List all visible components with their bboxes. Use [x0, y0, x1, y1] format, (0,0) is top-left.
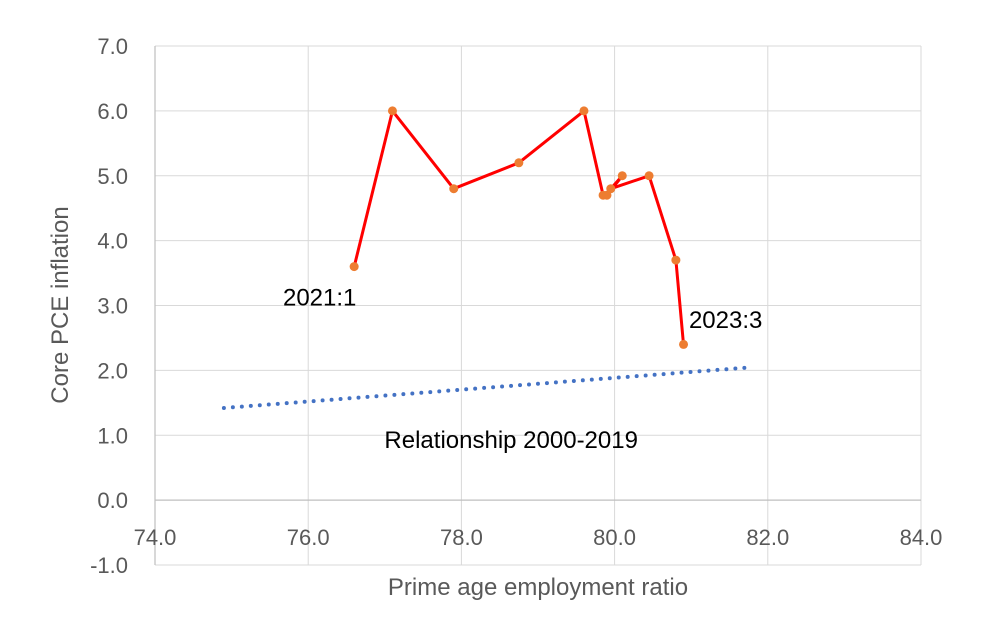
tick-labels: -1.0 0.0 1.0 2.0 3.0 4.0 5.0 6.0 7.0 74.0 76.0 78.0…: [90, 34, 942, 578]
data-point: [579, 106, 589, 116]
y-tick-label: 2.0: [97, 358, 128, 383]
data-point: [449, 184, 459, 194]
grid: [155, 45, 922, 566]
x-tick-label: 82.0: [746, 525, 789, 550]
x-tick-label: 74.0: [134, 525, 177, 550]
series-line: [352, 109, 685, 345]
series: [221, 106, 747, 410]
annotations: 2021:1 2023:3 Relationship 2000-2019: [283, 285, 762, 455]
y-tick-label: 1.0: [97, 423, 128, 448]
y-tick-label: 7.0: [97, 34, 128, 59]
data-point: [679, 339, 689, 349]
y-tick-label: 6.0: [97, 99, 128, 124]
annotation-label: 2023:3: [689, 307, 762, 334]
y-tick-label: 0.0: [97, 488, 128, 513]
x-tick-label: 80.0: [593, 525, 636, 550]
data-point: [602, 190, 612, 200]
x-tick-label: 76.0: [287, 525, 330, 550]
annotation-label: Relationship 2000-2019: [384, 427, 638, 454]
x-tick-label: 84.0: [900, 525, 943, 550]
annotation-label: 2021:1: [283, 285, 356, 312]
data-point: [617, 171, 627, 181]
x-tick-label: 78.0: [440, 525, 483, 550]
axes: [154, 46, 921, 565]
data-point: [387, 106, 397, 116]
x-axis-title: Prime age employment ratio: [388, 574, 688, 601]
data-point: [644, 171, 654, 181]
data-point: [606, 184, 616, 194]
y-tick-label: 5.0: [97, 164, 128, 189]
data-point: [514, 158, 524, 168]
trendline-relationship-2000-2019: [221, 365, 747, 410]
y-tick-label: -1.0: [90, 553, 128, 578]
data-point: [671, 255, 681, 265]
y-axis-title: Core PCE inflation: [47, 206, 74, 403]
y-tick-label: 3.0: [97, 294, 128, 319]
data-point: [349, 262, 359, 272]
y-tick-label: 4.0: [97, 229, 128, 254]
